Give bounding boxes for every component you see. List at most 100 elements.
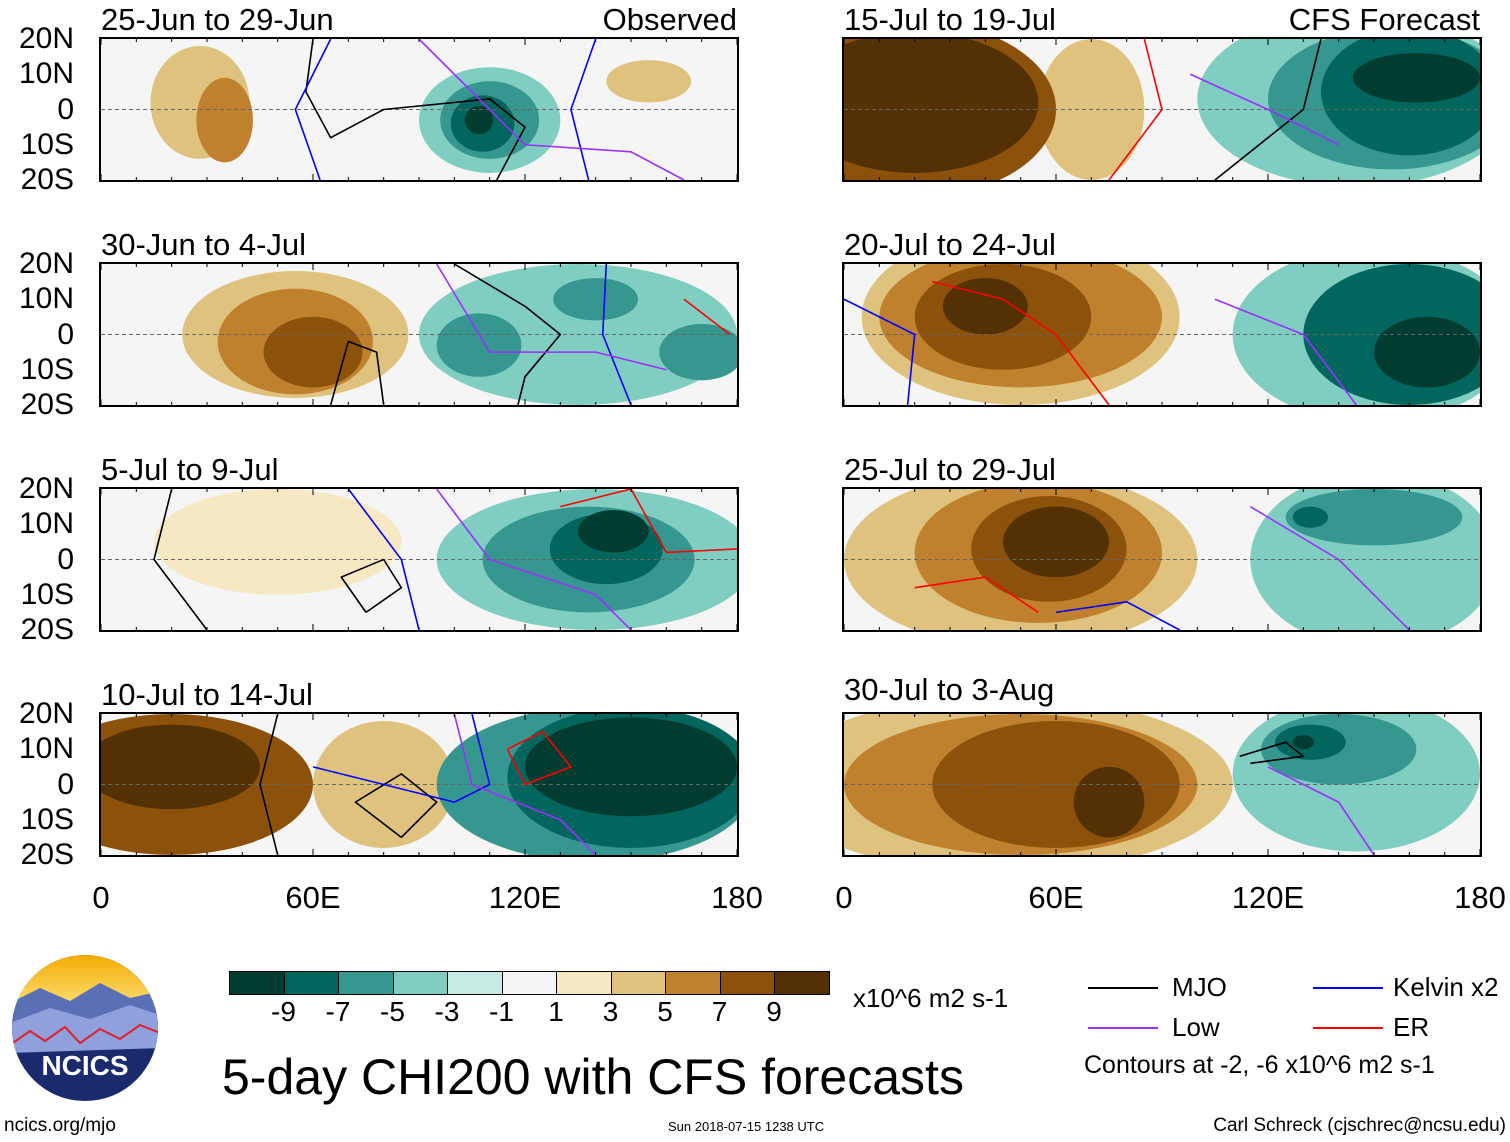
map-panel: [842, 262, 1482, 407]
anomaly-region: [1374, 316, 1480, 388]
anomaly-region: [1352, 53, 1480, 103]
low-contour: [1267, 766, 1375, 855]
low-contour: [436, 489, 632, 630]
map-panel: [99, 712, 739, 857]
colorbar-tick-label: -9: [271, 996, 296, 1027]
mjo-contour: [1214, 39, 1322, 180]
panel-title: 15-Jul to 19-Jul: [844, 2, 1056, 37]
colorbar-swatch: [393, 972, 448, 994]
colorbar: [229, 971, 830, 995]
footer-timestamp: Sun 2018-07-15 1238 UTC: [668, 1119, 825, 1134]
colorbar-swatch: [775, 972, 829, 994]
low-contour: [418, 39, 685, 180]
low-line-swatch: [1088, 1027, 1158, 1029]
mjo-contour: [305, 39, 526, 180]
colorbar-swatch: [720, 972, 775, 994]
mjo-contour: [354, 773, 438, 839]
er-contour: [932, 280, 1110, 405]
legend-er: ER: [1393, 1012, 1430, 1042]
lat-label: 0: [57, 92, 74, 126]
lat-label: 0: [57, 767, 74, 801]
lon-label: 180: [711, 880, 763, 915]
lat-label: 10S: [20, 577, 74, 611]
er-contour: [914, 576, 1039, 614]
kelvin-contour: [312, 714, 491, 803]
mjo-contour: [259, 714, 279, 855]
colorbar-tick-label: 5: [657, 996, 673, 1027]
forecast-label: CFS Forecast: [1288, 2, 1480, 37]
observed-label: Observed: [602, 2, 737, 37]
panel-title: 20-Jul to 24-Jul: [844, 227, 1056, 262]
mjo-line-swatch: [1088, 987, 1158, 989]
colorbar-swatch: [339, 972, 394, 994]
low-contour: [453, 714, 597, 855]
lat-label: 20N: [18, 22, 74, 55]
colorbar-swatch: [284, 972, 339, 994]
mjo-contour: [340, 558, 403, 614]
lon-label: 0: [835, 880, 853, 915]
anomaly-region: [578, 510, 649, 553]
panel-title: 25-Jul to 29-Jul: [844, 452, 1056, 487]
er-contour: [506, 730, 572, 786]
colorbar-swatch: [666, 972, 721, 994]
anomaly-region: [844, 39, 1039, 173]
er-line-swatch: [1313, 1027, 1383, 1029]
lat-label: 0: [57, 317, 74, 351]
kelvin-contour: [294, 39, 332, 180]
kelvin-line-swatch: [1313, 987, 1383, 989]
anomaly-region: [1003, 506, 1109, 578]
low-contour: [1249, 505, 1410, 630]
mjo-contour: [453, 264, 562, 405]
anomaly-region: [1285, 489, 1463, 546]
lat-label: 20S: [20, 163, 74, 196]
colorbar-tick-label: -1: [489, 996, 514, 1027]
kelvin-contour: [601, 264, 632, 405]
er-contour: [1108, 39, 1163, 180]
colorbar-tick-label: 7: [711, 996, 728, 1027]
map-panel: [99, 37, 739, 182]
anomaly-region: [553, 278, 639, 321]
map-panel: [99, 262, 739, 407]
legend-mjo: MJO: [1172, 972, 1227, 1002]
lat-label: 10N: [18, 282, 74, 316]
colorbar-tick-label: -7: [325, 996, 351, 1027]
lat-label: 10N: [18, 732, 74, 766]
anomaly-region: [154, 489, 402, 595]
lat-label: 20S: [20, 838, 74, 871]
anomaly-region: [436, 313, 522, 377]
figure-title: 5-day CHI200 with CFS forecasts: [222, 1049, 964, 1105]
ncics-logo: NCICS: [12, 955, 158, 1101]
colorbar-tick-label: -3: [434, 996, 460, 1027]
lat-label: 20N: [18, 472, 74, 505]
anomaly-region: [1292, 506, 1329, 528]
lat-label: 10N: [18, 507, 74, 541]
kelvin-contour: [844, 298, 916, 405]
svg-text:NCICS: NCICS: [41, 1050, 128, 1081]
anomaly-region: [606, 60, 692, 103]
lat-label: 20N: [18, 697, 74, 730]
lat-label: 20N: [18, 247, 74, 280]
mjo-contour: [153, 489, 208, 630]
panel-title: 30-Jul to 3-Aug: [844, 672, 1055, 707]
panel-title: 25-Jun to 29-Jun: [101, 2, 334, 37]
colorbar-tick-label: -5: [380, 996, 405, 1027]
map-panel: [99, 487, 739, 632]
legend-low: Low: [1172, 1012, 1220, 1042]
anomaly-region: [525, 717, 737, 817]
lat-label: 10S: [20, 352, 74, 386]
er-contour: [683, 298, 731, 336]
panel-title: 30-Jun to 4-Jul: [101, 227, 307, 262]
legend-kelvin: Kelvin x2: [1393, 972, 1499, 1002]
lat-label: 10S: [20, 127, 74, 161]
lon-label: 120E: [1231, 880, 1305, 915]
colorbar-swatch: [230, 972, 285, 994]
lon-label: 180: [1454, 880, 1506, 915]
colorbar-units: x10^6 m2 s-1: [853, 983, 1009, 1013]
kelvin-contour: [1055, 601, 1181, 630]
colorbar-swatch: [611, 972, 666, 994]
lon-label: 60E: [285, 880, 341, 915]
lat-label: 10N: [18, 57, 74, 91]
lat-label: 0: [57, 542, 74, 576]
colorbar-swatch: [502, 972, 557, 994]
